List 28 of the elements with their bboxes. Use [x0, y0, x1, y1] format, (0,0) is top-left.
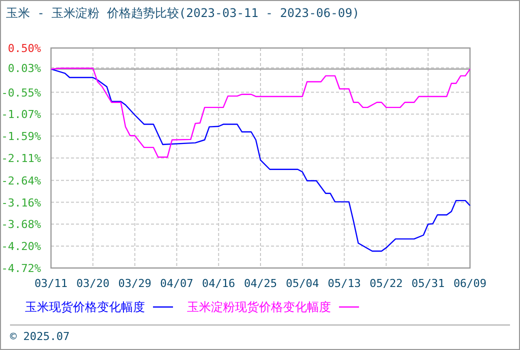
- x-tick-label: 05/04: [286, 277, 320, 290]
- x-tick-label: 05/22: [370, 277, 403, 290]
- line-series: [50, 68, 471, 252]
- legend-label: 玉米现货价格变化幅度: [25, 300, 145, 314]
- legend-label: 玉米淀粉现货价格变化幅度: [187, 300, 331, 314]
- x-tick-label: 03/20: [76, 277, 110, 290]
- y-tick-label: -2.64%: [1, 174, 42, 188]
- y-tick-label: -0.55%: [1, 86, 42, 100]
- x-tick-label: 05/31: [412, 277, 445, 290]
- y-tick-label: -2.11%: [1, 152, 42, 165]
- x-tick-label: 04/25: [244, 277, 278, 290]
- line-series: [50, 68, 471, 158]
- y-tick-label: -1.07%: [1, 108, 42, 122]
- chart-title: 玉米 - 玉米淀粉 价格趋势比较(2023-03-11 - 2023-06-09): [6, 6, 360, 20]
- x-tick-label: 04/07: [160, 277, 194, 290]
- y-tick-label: -4.72%: [1, 262, 42, 275]
- y-tick-label: -4.20%: [1, 240, 42, 254]
- x-tick-label: 06/09: [453, 277, 487, 290]
- y-tick-label: 0.03%: [8, 62, 42, 75]
- text: © 2025.07: [10, 330, 70, 343]
- x-tick-label: 04/16: [202, 277, 236, 290]
- x-tick-label: 03/11: [34, 277, 68, 290]
- y-tick-label: 0.50%: [8, 42, 42, 55]
- y-tick-label: -1.59%: [1, 130, 42, 144]
- y-tick-label: -3.68%: [1, 218, 42, 232]
- x-tick-label: 05/13: [328, 277, 361, 290]
- y-tick-label: -3.16%: [1, 196, 42, 210]
- x-tick-label: 03/29: [118, 277, 152, 290]
